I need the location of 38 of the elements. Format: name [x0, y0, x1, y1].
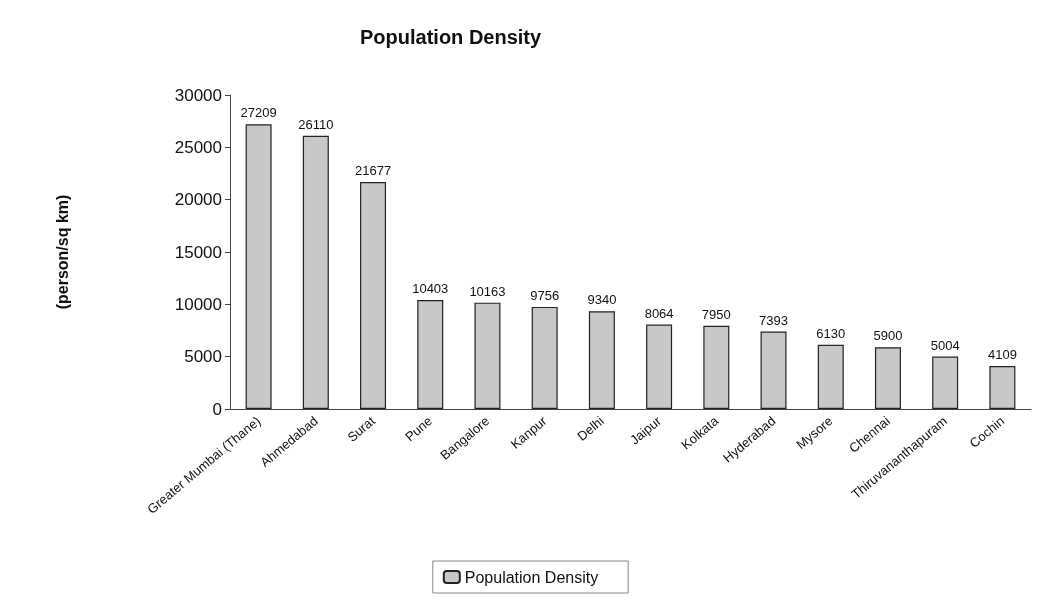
data-label: 27209: [240, 105, 277, 121]
y-tick-label: 20000: [174, 190, 222, 210]
bar: [245, 124, 272, 409]
bar: [760, 331, 787, 409]
y-tick-label: 15000: [174, 242, 222, 262]
data-label: 26110: [298, 116, 334, 132]
y-tick-label: 30000: [174, 85, 222, 105]
bar: [989, 365, 1016, 409]
bar: [874, 347, 901, 409]
bar: [817, 344, 844, 409]
data-label: 9756: [530, 287, 560, 303]
data-label: 5900: [873, 328, 903, 344]
data-label: 4109: [987, 346, 1017, 362]
bar: [302, 135, 329, 409]
data-label: 10163: [469, 283, 506, 299]
data-label: 7393: [759, 312, 788, 328]
y-tick-label: 25000: [174, 137, 222, 157]
y-tick-label: 10000: [174, 294, 222, 314]
bar: [703, 325, 730, 409]
data-label: 8064: [644, 305, 674, 321]
bar: [417, 300, 444, 409]
y-tick-label: 5000: [184, 347, 222, 367]
legend-label: Population Density: [464, 568, 599, 586]
data-label: 6130: [816, 325, 846, 341]
bar: [932, 356, 959, 409]
data-label: 10403: [412, 281, 449, 297]
bar: [588, 311, 615, 409]
y-axis-title: (person/sq km): [53, 194, 71, 310]
data-label: 7950: [701, 306, 731, 322]
bar: [474, 302, 501, 409]
data-label: 9340: [587, 292, 617, 308]
data-label: 5004: [930, 337, 960, 353]
bar: [360, 182, 387, 409]
chart-title: Population Density: [360, 26, 542, 48]
data-label: 21677: [354, 163, 392, 179]
bar: [531, 306, 558, 409]
y-tick-label: 0: [212, 399, 222, 419]
bar: [646, 324, 673, 409]
